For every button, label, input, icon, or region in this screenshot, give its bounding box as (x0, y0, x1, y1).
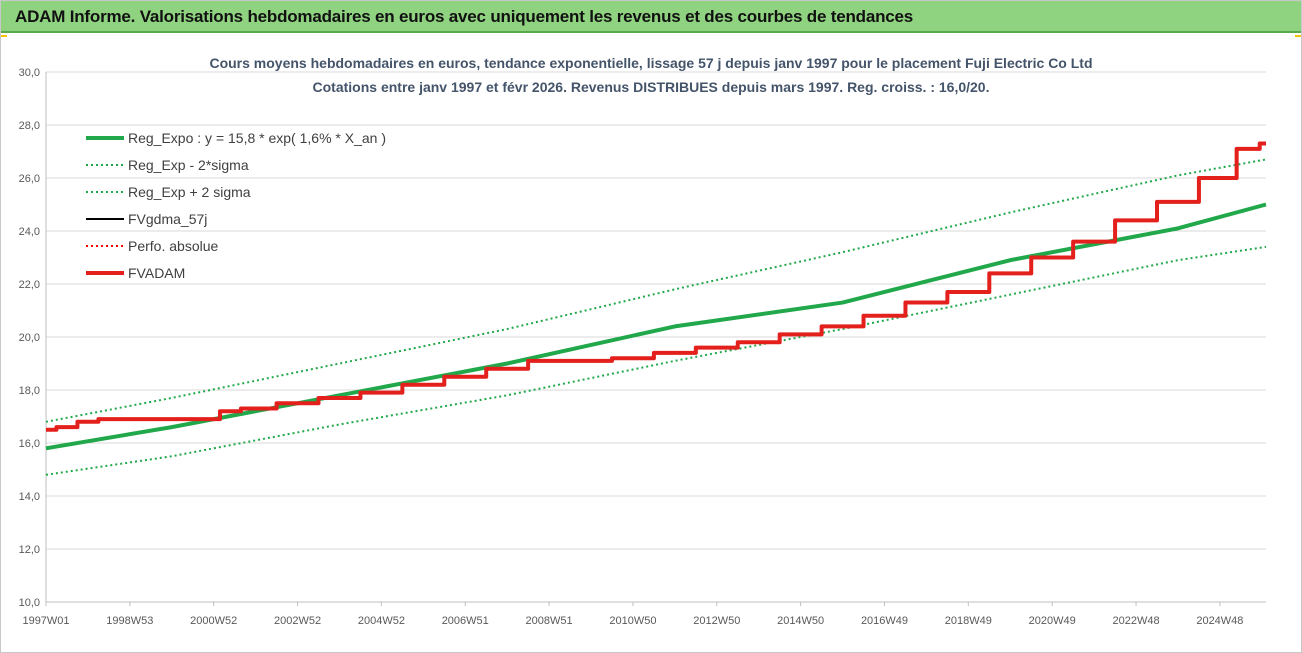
legend-label: Reg_Expo : y = 15,8 * exp( 1,6% * X_an ) (128, 130, 386, 146)
y-tick-label: 14,0 (19, 491, 40, 503)
x-tick-label: 2002W52 (274, 615, 321, 627)
x-tick-label: 2014W50 (777, 615, 824, 627)
report-banner: ADAM Informe. Valorisations hebdomadaire… (1, 1, 1301, 33)
x-tick-label: 2020W49 (1029, 615, 1076, 627)
y-tick-label: 10,0 (19, 597, 40, 609)
x-tick-label: 1997W01 (22, 615, 69, 627)
x-tick-label: 2012W50 (693, 615, 740, 627)
x-tick-label: 2004W52 (358, 615, 405, 627)
chart-title-line2: Cotations entre janv 1997 et févr 2026. … (313, 79, 990, 95)
x-tick-label: 2010W50 (609, 615, 656, 627)
x-tick-label: 2008W51 (526, 615, 573, 627)
y-tick-label: 20,0 (19, 332, 40, 344)
corner-marker (1295, 35, 1301, 37)
y-tick-label: 12,0 (19, 544, 40, 556)
y-tick-label: 24,0 (19, 226, 40, 238)
chart-title-line1: Cours moyens hebdomadaires en euros, ten… (209, 55, 1092, 71)
x-tick-label: 2000W52 (190, 615, 237, 627)
series-line-2 (45, 158, 1267, 423)
y-tick-label: 18,0 (19, 385, 40, 397)
y-tick-label: 22,0 (19, 279, 40, 291)
x-tick-label: 2024W48 (1196, 615, 1243, 627)
series-line-1 (45, 245, 1267, 476)
report-title: ADAM Informe. Valorisations hebdomadaire… (15, 7, 914, 26)
y-tick-label: 26,0 (19, 173, 40, 185)
series-line-0 (45, 202, 1267, 451)
y-tick-label: 16,0 (19, 438, 40, 450)
y-tick-label: 28,0 (19, 120, 40, 132)
x-tick-label: 2006W51 (442, 615, 489, 627)
legend-label: Perfo. absolue (128, 238, 218, 254)
chart-canvas: Cours moyens hebdomadaires en euros, ten… (19, 55, 1267, 627)
corner-marker (1, 35, 7, 37)
legend-label: Reg_Exp - 2*sigma (128, 157, 249, 173)
x-tick-label: 2018W49 (945, 615, 992, 627)
x-tick-label: 2022W48 (1112, 615, 1159, 627)
legend-label: Reg_Exp + 2 sigma (128, 184, 251, 200)
y-tick-label: 30,0 (19, 67, 40, 79)
legend-label: FVADAM (128, 265, 185, 281)
x-tick-label: 2016W49 (861, 615, 908, 627)
x-tick-label: 1998W53 (106, 615, 153, 627)
series-line-5 (46, 141, 1266, 432)
legend-label: FVgdma_57j (128, 211, 207, 227)
